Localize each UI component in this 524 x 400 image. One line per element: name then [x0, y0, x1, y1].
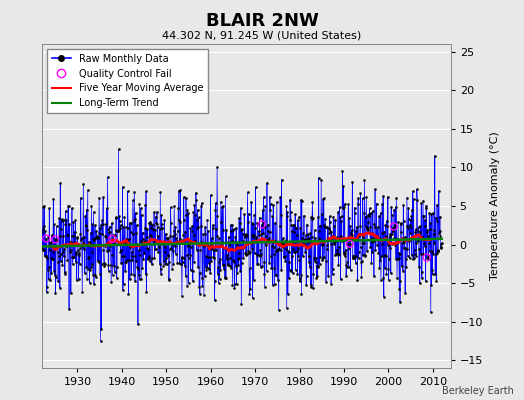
Legend: Raw Monthly Data, Quality Control Fail, Five Year Moving Average, Long-Term Tren: Raw Monthly Data, Quality Control Fail, …: [47, 49, 208, 113]
Text: BLAIR 2NW: BLAIR 2NW: [205, 12, 319, 30]
Point: [108, 236, 116, 242]
Y-axis label: Temperature Anomaly (°C): Temperature Anomaly (°C): [490, 132, 500, 280]
Text: 44.302 N, 91.245 W (United States): 44.302 N, 91.245 W (United States): [162, 30, 362, 40]
Point: [258, 221, 266, 228]
Point: [51, 236, 59, 242]
Point: [422, 254, 431, 261]
Point: [345, 241, 354, 247]
Point: [42, 235, 50, 242]
Point: [389, 223, 398, 230]
Text: Berkeley Earth: Berkeley Earth: [442, 386, 514, 396]
